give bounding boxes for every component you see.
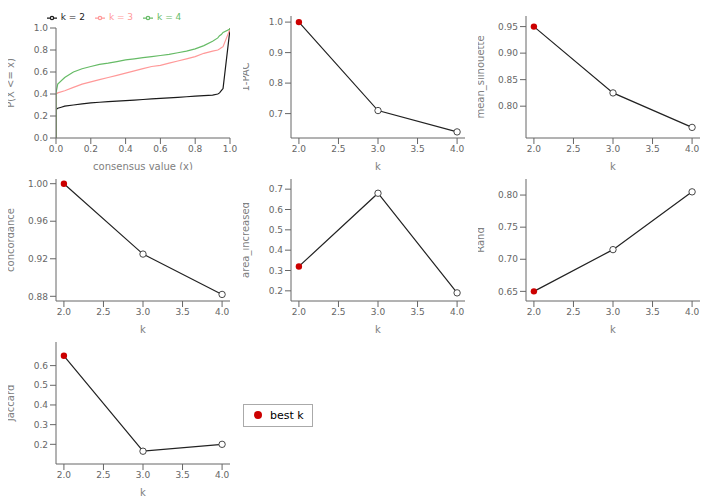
svg-text:area_increased: area_increased (243, 202, 252, 278)
html-text:k = 2: k = 2 (60, 12, 85, 22)
svg-text:0.6: 0.6 (153, 144, 168, 154)
svg-text:0.8: 0.8 (188, 144, 203, 154)
svg-text:0.0: 0.0 (34, 133, 49, 143)
svg-text:1.0: 1.0 (269, 17, 284, 27)
svg-text:3.0: 3.0 (371, 307, 386, 317)
svg-text:1.0: 1.0 (34, 23, 49, 33)
svg-text:2.5: 2.5 (566, 144, 580, 154)
svg-text:4.0: 4.0 (685, 144, 700, 154)
svg-text:0.95: 0.95 (498, 22, 518, 32)
svg-text:0.2: 0.2 (34, 440, 48, 450)
svg-text:0.88: 0.88 (28, 292, 48, 302)
svg-text:P(X <= x): P(X <= x) (8, 58, 16, 108)
svg-text:0.7: 0.7 (269, 184, 283, 194)
svg-text:3.5: 3.5 (645, 144, 659, 154)
svg-text:3.0: 3.0 (606, 307, 621, 317)
html-text:best k: best k (270, 408, 304, 422)
svg-text:2.0: 2.0 (527, 144, 542, 154)
svg-text:0.5: 0.5 (34, 380, 48, 390)
svg-text:0.0: 0.0 (49, 144, 64, 154)
svg-text:3.0: 3.0 (136, 470, 151, 480)
svg-text:0.3: 0.3 (269, 266, 283, 276)
svg-text:0.6: 0.6 (34, 67, 49, 77)
svg-text:0.4: 0.4 (269, 245, 284, 255)
svg-text:1.0: 1.0 (223, 144, 238, 154)
svg-text:0.5: 0.5 (269, 225, 283, 235)
svg-text:3.5: 3.5 (410, 144, 424, 154)
svg-text:mean_silhouette: mean_silhouette (478, 35, 487, 118)
svg-text:0.92: 0.92 (28, 254, 48, 264)
svg-text:consensus value (x): consensus value (x) (93, 161, 193, 170)
svg-text:2.0: 2.0 (292, 144, 307, 154)
svg-text:k: k (375, 161, 381, 170)
svg-text:k: k (610, 161, 616, 170)
svg-text:3.5: 3.5 (175, 470, 189, 480)
svg-text:0.80: 0.80 (498, 101, 518, 111)
svg-text:3.5: 3.5 (410, 307, 424, 317)
svg-text:0.8: 0.8 (34, 45, 49, 55)
svg-text:4.0: 4.0 (215, 307, 230, 317)
svg-text:0.3: 0.3 (34, 420, 48, 430)
svg-text:3.0: 3.0 (136, 307, 151, 317)
svg-text:Rand: Rand (478, 227, 486, 253)
svg-text:k: k (140, 487, 146, 496)
svg-text:2.0: 2.0 (292, 307, 307, 317)
svg-text:2.5: 2.5 (96, 470, 110, 480)
svg-text:0.2: 0.2 (84, 144, 98, 154)
svg-text:4.0: 4.0 (450, 307, 465, 317)
svg-text:0.9: 0.9 (269, 48, 284, 58)
svg-text:k: k (140, 324, 146, 333)
svg-text:0.8: 0.8 (269, 78, 284, 88)
svg-text:0.65: 0.65 (498, 287, 518, 297)
svg-text:2.5: 2.5 (566, 307, 580, 317)
svg-text:0.2: 0.2 (269, 286, 283, 296)
svg-text:3.5: 3.5 (645, 307, 659, 317)
svg-text:3.0: 3.0 (606, 144, 621, 154)
svg-text:4.0: 4.0 (215, 470, 230, 480)
svg-text:2.0: 2.0 (527, 307, 542, 317)
svg-text:2.5: 2.5 (96, 307, 110, 317)
svg-text:2.5: 2.5 (331, 144, 345, 154)
svg-text:0.75: 0.75 (498, 222, 518, 232)
svg-text:k: k (610, 324, 616, 333)
svg-text:0.4: 0.4 (34, 89, 49, 99)
svg-text:3.0: 3.0 (371, 144, 386, 154)
svg-text:0.70: 0.70 (498, 254, 518, 264)
svg-text:4.0: 4.0 (450, 144, 465, 154)
svg-text:1.00: 1.00 (28, 179, 48, 189)
svg-text:0.2: 0.2 (34, 111, 48, 121)
svg-text:0.90: 0.90 (498, 48, 518, 58)
svg-text:0.6: 0.6 (34, 361, 49, 371)
html-text:k = 4: k = 4 (157, 12, 182, 22)
svg-text:concordance: concordance (8, 208, 16, 272)
svg-text:0.4: 0.4 (118, 144, 133, 154)
svg-text:2.0: 2.0 (57, 470, 72, 480)
svg-text:4.0: 4.0 (685, 307, 700, 317)
svg-text:3.5: 3.5 (175, 307, 189, 317)
svg-text:k: k (375, 324, 381, 333)
html-text:k = 3: k = 3 (108, 12, 134, 22)
svg-text:0.85: 0.85 (498, 75, 518, 85)
svg-text:1-PAC: 1-PAC (243, 62, 251, 91)
svg-text:Jaccard: Jaccard (8, 385, 16, 422)
svg-text:0.7: 0.7 (269, 109, 283, 119)
svg-text:2.5: 2.5 (331, 307, 345, 317)
svg-text:0.6: 0.6 (269, 205, 284, 215)
svg-text:2.0: 2.0 (57, 307, 72, 317)
svg-text:0.96: 0.96 (28, 216, 48, 226)
svg-text:0.4: 0.4 (34, 400, 49, 410)
svg-text:0.80: 0.80 (498, 190, 518, 200)
